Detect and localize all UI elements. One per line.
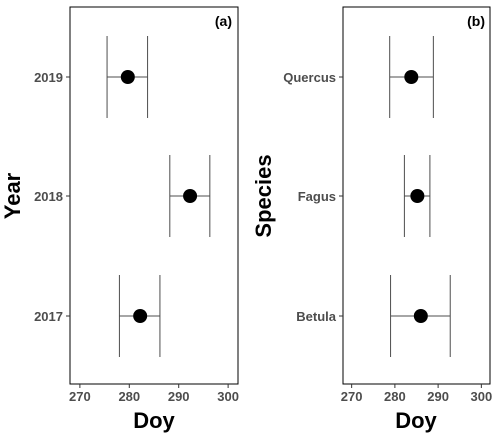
- x-tick-label: 290: [168, 389, 190, 404]
- x-tick-label: 300: [471, 389, 493, 404]
- panel-b-label: (b): [467, 13, 485, 29]
- panel-b-y-ticks: Betula Fagus Quercus: [283, 70, 343, 324]
- mean-point: [404, 70, 419, 84]
- panel-a-border: [69, 6, 239, 385]
- panel-b-y-axis-title: Species: [251, 154, 276, 237]
- y-tick-label: 2019: [34, 70, 63, 85]
- x-tick-label: 280: [118, 389, 140, 404]
- panel-a-y-ticks: 2017 2018 2019: [34, 70, 70, 324]
- y-tick-label: Betula: [296, 309, 337, 324]
- y-tick-label: Quercus: [283, 70, 336, 85]
- panel-a-label: (a): [215, 13, 232, 29]
- panel-b-x-axis-title: Doy: [395, 408, 437, 433]
- panel-a-x-axis-title: Doy: [133, 408, 175, 433]
- panel-a-marks: [106, 36, 211, 357]
- panel-b-x-ticks: 270 280 290 300: [341, 384, 492, 404]
- x-tick-label: 300: [217, 389, 239, 404]
- x-tick-label: 280: [384, 389, 406, 404]
- panel-a: (a) 2017 2018 2019 270 280 290 300 Doy Year: [0, 6, 239, 433]
- mean-point: [183, 189, 198, 203]
- panel-a-y-axis-title: Year: [0, 172, 25, 219]
- mean-point: [133, 309, 148, 323]
- panel-b-marks: [389, 36, 451, 357]
- x-tick-label: 270: [69, 389, 91, 404]
- mean-point: [413, 309, 428, 323]
- y-tick-label: 2018: [34, 189, 63, 204]
- panel-a-x-ticks: 270 280 290 300: [69, 384, 239, 404]
- y-tick-label: Fagus: [298, 189, 336, 204]
- x-tick-label: 290: [427, 389, 449, 404]
- mean-point: [120, 70, 135, 84]
- y-tick-label: 2017: [34, 309, 63, 324]
- mean-point: [410, 189, 425, 203]
- x-tick-label: 270: [341, 389, 363, 404]
